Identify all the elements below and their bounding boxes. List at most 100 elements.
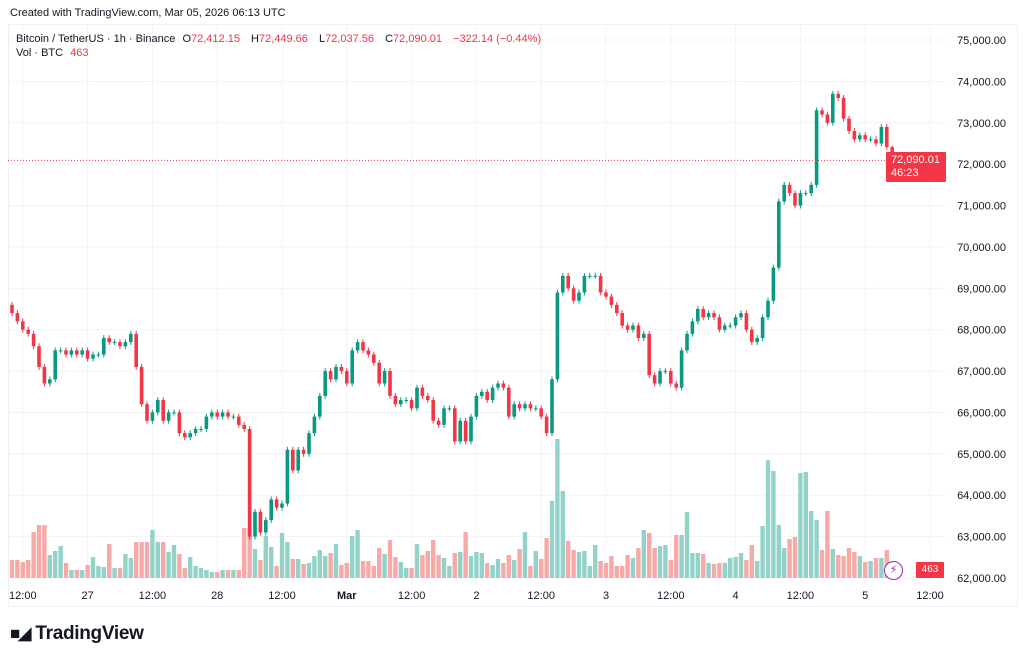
volume-bar xyxy=(593,545,598,578)
candle-body xyxy=(220,412,225,417)
candle xyxy=(183,430,187,441)
candle-body xyxy=(836,93,840,98)
candle xyxy=(723,322,727,333)
candle-body xyxy=(339,366,344,372)
volume-bar xyxy=(301,564,306,578)
volume-bar xyxy=(679,535,684,578)
candle xyxy=(555,289,560,383)
lightning-icon[interactable]: ⚡︎ xyxy=(884,561,903,580)
volume-bar xyxy=(690,553,695,578)
candle-body xyxy=(215,412,219,417)
volume-bar xyxy=(274,566,279,578)
volume-bar xyxy=(20,562,25,578)
candle xyxy=(615,301,619,317)
volume-bar xyxy=(852,552,857,578)
candle xyxy=(107,335,111,346)
candle-body xyxy=(814,110,819,185)
time-tick-label: 12:00 xyxy=(787,590,815,602)
candle xyxy=(258,508,263,536)
candle xyxy=(620,310,624,329)
candle xyxy=(69,347,74,358)
volume-bar xyxy=(220,570,225,578)
candle-body xyxy=(636,325,641,338)
volume-bar xyxy=(404,568,409,578)
candle xyxy=(220,409,225,420)
volume-legend-label[interactable]: Vol · BTC xyxy=(16,47,64,59)
candle-body xyxy=(318,395,322,417)
candle xyxy=(210,409,214,420)
volume-bar xyxy=(722,563,727,578)
volume-bar xyxy=(393,557,398,578)
chart-frame xyxy=(8,24,1018,607)
volume-bar xyxy=(857,556,862,578)
candle xyxy=(507,384,511,420)
volume-bar xyxy=(328,553,333,578)
candle-body xyxy=(118,342,122,347)
volume-bar xyxy=(566,541,571,578)
volume-bar xyxy=(522,532,528,578)
candle-body xyxy=(129,333,133,343)
volume-bar xyxy=(879,558,884,578)
volume-bar xyxy=(809,511,814,578)
candle-body xyxy=(420,387,425,396)
candle-body xyxy=(728,325,732,327)
volume-bar xyxy=(312,556,317,578)
candle xyxy=(166,409,171,424)
volume-bar xyxy=(609,556,614,578)
time-tick-label: 28 xyxy=(211,590,223,602)
candle xyxy=(323,368,327,399)
volume-bar xyxy=(776,525,781,578)
volume-bar xyxy=(69,570,74,578)
candle-body xyxy=(501,383,506,388)
volume-bar xyxy=(744,560,749,578)
candle xyxy=(382,368,387,387)
candle xyxy=(706,310,711,321)
candle-body xyxy=(26,329,30,334)
candle-body xyxy=(825,114,830,123)
candle xyxy=(123,339,128,350)
candle xyxy=(674,380,678,391)
time-tick-label: 12:00 xyxy=(268,590,296,602)
price-tick-label: 67,000.00 xyxy=(957,366,1006,378)
candle-body xyxy=(615,304,619,314)
candle xyxy=(64,347,68,358)
time-tick-label: 12:00 xyxy=(527,590,555,602)
candle-body xyxy=(544,416,549,434)
volume-bar xyxy=(296,559,301,578)
candle-body xyxy=(285,449,290,504)
created-caption: Created with TradingView.com, Mar 05, 20… xyxy=(10,7,286,19)
candle xyxy=(204,413,209,432)
candle-body xyxy=(242,424,246,430)
candle xyxy=(879,124,884,147)
candle-body xyxy=(64,350,68,355)
candle xyxy=(642,330,646,341)
candle-body xyxy=(874,139,878,144)
candle xyxy=(145,401,149,424)
candle xyxy=(534,405,538,412)
candle xyxy=(372,351,376,366)
candle-body xyxy=(820,110,824,115)
candle-body xyxy=(404,400,408,402)
candle-body xyxy=(58,350,63,352)
grid xyxy=(8,24,946,585)
legend-symbol[interactable]: Bitcoin / TetherUS · 1h · Binance xyxy=(16,33,176,45)
candle xyxy=(744,310,749,333)
candle xyxy=(350,347,354,387)
volume-bar xyxy=(452,553,457,578)
candle-body xyxy=(112,342,117,344)
candle xyxy=(647,330,651,379)
candle xyxy=(253,508,257,540)
volume-bar xyxy=(560,491,565,578)
candle-body xyxy=(447,408,452,410)
candle xyxy=(274,496,279,511)
tradingview-logo-mark: ■◢ xyxy=(10,624,31,643)
volume-bar xyxy=(636,548,641,578)
volume-bar xyxy=(825,511,830,578)
candle-body xyxy=(625,325,630,330)
candle xyxy=(836,90,840,101)
candle xyxy=(561,272,565,296)
volume-bar xyxy=(868,561,873,578)
candle xyxy=(48,376,52,387)
candle xyxy=(231,413,236,420)
